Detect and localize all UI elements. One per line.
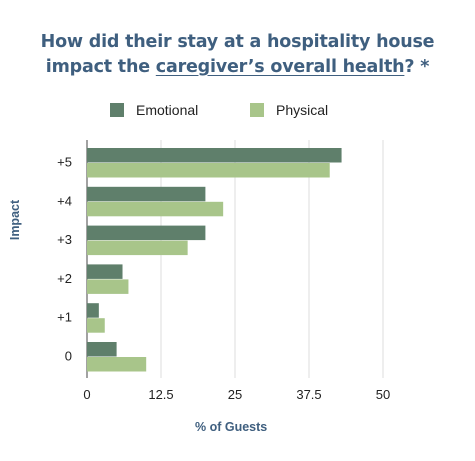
y-tick-label: +4 — [57, 193, 72, 208]
legend-swatch-physical — [250, 103, 264, 117]
bar-emotional — [87, 148, 342, 163]
bar-physical — [87, 357, 147, 372]
chart-title-line2-suffix: ? * — [404, 57, 430, 77]
y-tick-label: 0 — [65, 349, 72, 364]
chart-title-link[interactable]: caregiver’s overall health — [155, 57, 405, 77]
bar-physical — [87, 318, 105, 333]
chart-legend: Emotional Physical — [0, 102, 475, 122]
chart-title-line1: How did their stay at a hospitality hous… — [40, 32, 435, 52]
x-axis-label: % of Guests — [195, 420, 268, 434]
bar-emotional — [87, 303, 99, 318]
chart-title-line2: impact the caregiver’s overall health? * — [0, 55, 475, 80]
x-tick-label: 0 — [83, 387, 90, 402]
bar-physical — [87, 240, 188, 256]
bar-emotional — [87, 342, 117, 357]
legend-item-emotional: Emotional — [110, 102, 198, 118]
legend-item-physical: Physical — [250, 102, 328, 118]
chart-title: How did their stay at a hospitality hous… — [0, 30, 475, 80]
x-tick-label: 37.5 — [296, 387, 321, 402]
x-tick-label: 25 — [228, 387, 242, 402]
bar-physical — [87, 279, 129, 294]
y-tick-label: +3 — [57, 232, 72, 247]
y-tick-label: +1 — [57, 310, 72, 325]
bar-physical — [87, 163, 330, 178]
legend-label-emotional: Emotional — [136, 102, 199, 118]
y-tick-label: +5 — [57, 155, 72, 170]
y-tick-label: +2 — [57, 271, 72, 286]
bar-emotional — [87, 264, 123, 279]
x-tick-label: 50 — [376, 387, 390, 402]
bar-emotional — [87, 225, 206, 241]
bar-physical — [87, 201, 224, 217]
chart-title-line2-prefix: impact the — [45, 57, 156, 77]
bar-emotional — [87, 186, 206, 202]
legend-label-physical: Physical — [276, 102, 329, 118]
legend-swatch-emotional — [110, 103, 124, 117]
x-tick-label: 12.5 — [148, 387, 173, 402]
